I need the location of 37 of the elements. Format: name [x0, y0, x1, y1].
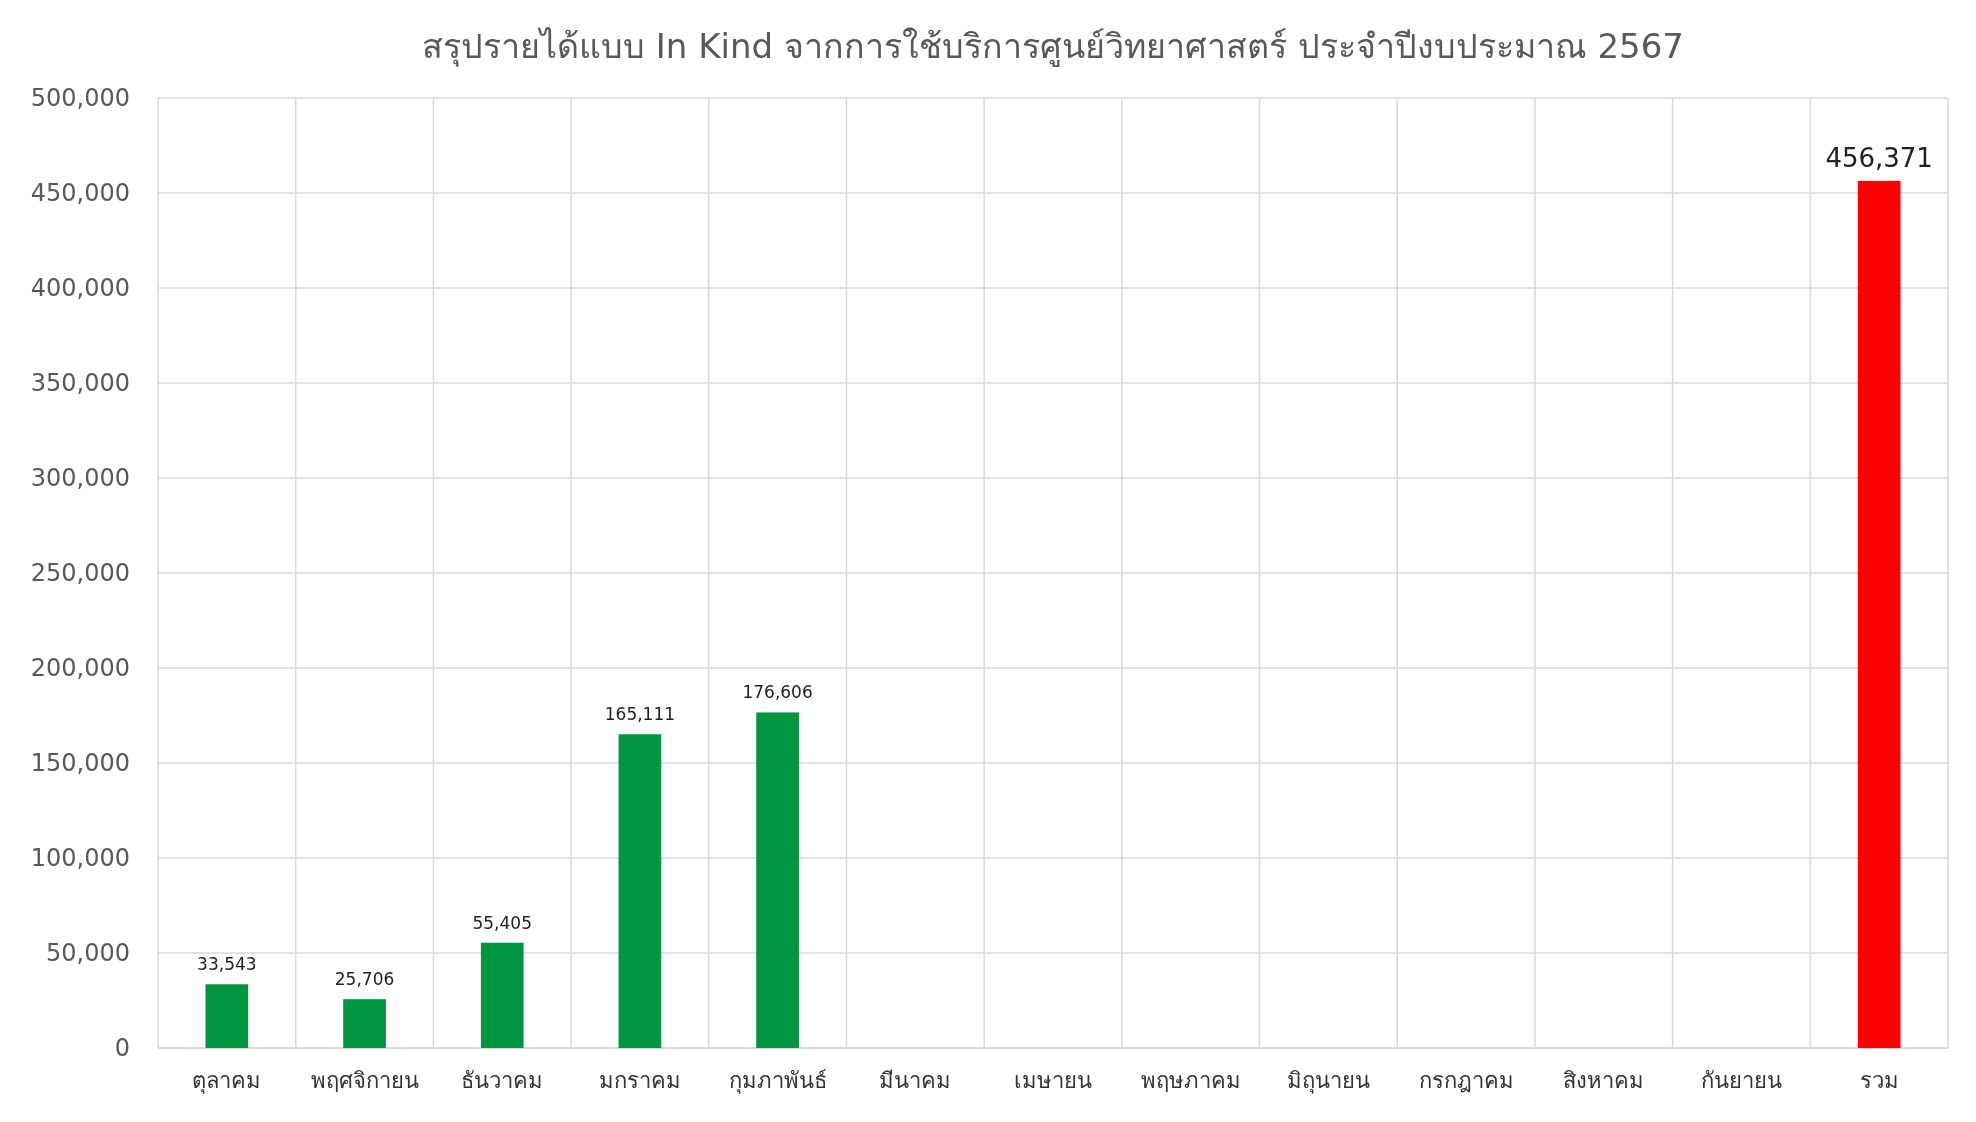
x-tick-label: มีนาคม	[879, 1068, 952, 1093]
y-tick-label: 350,000	[30, 369, 130, 398]
data-label: 176,606	[742, 682, 813, 703]
bar	[618, 734, 662, 1048]
x-tick-label: พฤศจิกายน	[310, 1068, 419, 1093]
data-label: 165,111	[604, 704, 676, 725]
x-tick-label: มกราคม	[598, 1068, 681, 1093]
x-tick-label: ธันวาคม	[461, 1068, 544, 1093]
data-label: 33,543	[197, 954, 257, 975]
data-label: 456,371	[1825, 142, 1933, 173]
y-tick-label: 50,000	[46, 939, 130, 968]
y-tick-label: 100,000	[30, 844, 130, 873]
y-tick-label: 200,000	[30, 654, 130, 683]
x-tick-label: พฤษภาคม	[1140, 1068, 1241, 1093]
y-tick-label: 500,000	[30, 84, 130, 113]
bar	[1857, 180, 1901, 1048]
chart-title: สรุปรายได้แบบ In Kind จากการใช้บริการศูนย์วิทยาศาสตร์ ประจำปีงบประมาณ 2567	[421, 26, 1685, 67]
y-tick-label: 400,000	[30, 274, 130, 303]
y-tick-label: 0	[114, 1034, 130, 1063]
x-tick-label: กันยายน	[1700, 1068, 1782, 1093]
bar	[205, 984, 249, 1048]
x-tick-label: รวม	[1859, 1068, 1899, 1093]
x-tick-label: กรกฎาคม	[1418, 1068, 1514, 1093]
x-tick-label: กุมภาพันธ์	[728, 1068, 827, 1094]
x-tick-label: มิถุนายน	[1286, 1068, 1370, 1094]
bar	[756, 712, 799, 1048]
y-tick-label: 300,000	[30, 464, 130, 493]
y-tick-label: 450,000	[30, 179, 130, 208]
x-tick-label: เมษายน	[1014, 1068, 1092, 1093]
data-label: 25,706	[334, 969, 395, 990]
x-tick-label: สิงหาคม	[1563, 1068, 1645, 1093]
y-tick-label: 150,000	[30, 749, 130, 778]
bar	[343, 999, 386, 1048]
y-tick-label: 250,000	[30, 559, 130, 588]
x-tick-label: ตุลาคม	[192, 1068, 262, 1094]
bar	[480, 942, 524, 1048]
data-label: 55,405	[472, 912, 532, 933]
